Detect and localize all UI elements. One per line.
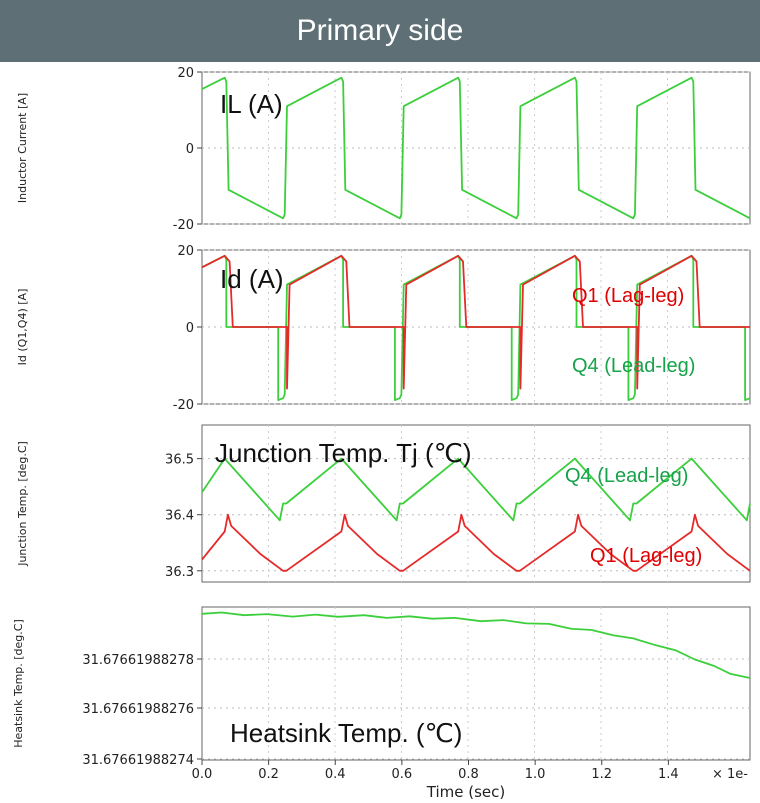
x-axis-label: Time (sec): [426, 783, 505, 801]
annotation-label: IL (A): [220, 89, 283, 119]
annotation-label: Heatsink Temp. (℃): [230, 718, 462, 748]
y-tick-label: 36.4: [165, 509, 194, 524]
y-tick-label: -20: [173, 218, 194, 233]
x-tick-label: 0.0: [192, 767, 213, 782]
y-tick-label: 36.3: [165, 565, 194, 580]
y-tick-label: 31.67661988276: [82, 702, 194, 717]
x-tick-label: 1.4: [658, 767, 679, 782]
y-axis-label: Junction Temp. [deg.C]: [16, 441, 29, 567]
header-title: Primary side: [296, 14, 464, 47]
y-tick-label: -20: [173, 398, 194, 413]
y-tick-label: 31.67661988274: [82, 753, 194, 768]
x-tick-label: 0.6: [392, 767, 413, 782]
y-tick-label: 20: [177, 66, 194, 81]
x-tick-label: 1.0: [525, 767, 546, 782]
series-line-1: [201, 76, 751, 220]
plot-frame-4: [201, 606, 751, 761]
series-line-1: [201, 611, 751, 679]
series-line-1: [201, 254, 751, 402]
y-tick-label: 20: [177, 244, 194, 259]
y-tick-label: 31.67661988278: [82, 653, 194, 668]
annotation-label: Q4 (Lead-leg): [572, 355, 695, 377]
y-tick-label: 36.5: [165, 453, 194, 468]
y-axis-label: Id (Q1,Q4) [A]: [16, 289, 29, 366]
x-tick-label: 0.4: [325, 767, 346, 782]
x-axis-multiplier: × 1e-: [712, 767, 748, 782]
x-tick-label: 0.8: [458, 767, 479, 782]
x-tick-label: 0.2: [258, 767, 279, 782]
annotation-label: Q1 (Lag-leg): [572, 285, 684, 307]
y-tick-label: 0: [186, 321, 194, 336]
x-tick-label: 1.2: [591, 767, 612, 782]
annotation-label: Q1 (Lag-leg): [590, 545, 702, 567]
annotation-label: Id (A): [220, 264, 284, 294]
header-bar: Primary side: [0, 0, 760, 62]
y-axis-label: Inductor Current [A]: [16, 93, 29, 203]
y-tick-label: 0: [186, 142, 194, 157]
y-axis-label: Heatsink Temp. [deg.C]: [12, 619, 25, 748]
series-line-2: [201, 254, 750, 390]
series-line-2: [201, 513, 751, 572]
annotation-label: Q4 (Lead-leg): [565, 465, 688, 487]
series-line-1: [201, 457, 751, 522]
annotation-label: Junction Temp. Tj (℃): [215, 438, 472, 468]
